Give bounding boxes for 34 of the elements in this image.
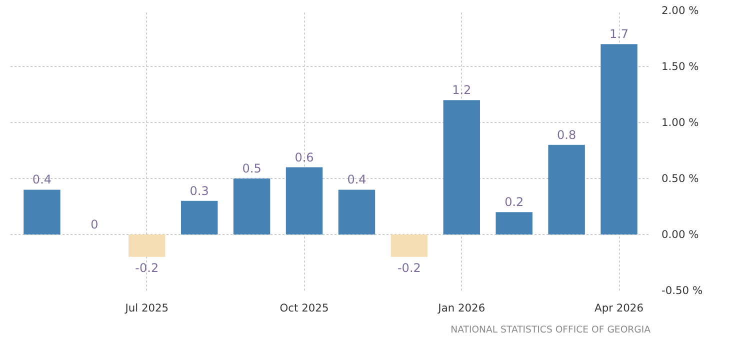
- bar: [548, 144, 585, 234]
- data-label: 0.4: [32, 172, 52, 187]
- bar: [390, 234, 428, 257]
- bar: [286, 167, 323, 234]
- y-tick-label: 0.50 %: [662, 172, 699, 185]
- bar: [24, 190, 60, 234]
- data-label: 1.2: [452, 83, 472, 98]
- y-tick-label: 0.00 %: [662, 228, 699, 241]
- data-label: 0.4: [347, 172, 366, 187]
- y-tick-label: 1.50 %: [662, 60, 699, 73]
- bar: [600, 44, 638, 234]
- data-label: 0.2: [504, 195, 524, 210]
- bar: [233, 178, 270, 234]
- bar: [128, 234, 166, 257]
- text: NATIONAL STATISTICS OFFICE OF GEORGIA: [450, 324, 652, 336]
- y-tick-label: 1.00 %: [662, 116, 699, 129]
- bar: [496, 212, 532, 234]
- bar: [338, 190, 376, 234]
- data-label: 0.5: [242, 162, 262, 176]
- x-tick-label: Jan 2026: [437, 302, 486, 314]
- data-label: -0.2: [397, 260, 421, 275]
- y-tick-label: 2.00 %: [662, 4, 699, 17]
- data-label: -0.2: [135, 260, 159, 275]
- x-tick-label: Apr 2026: [594, 302, 644, 314]
- data-label: 0.6: [294, 150, 314, 164]
- data-label: 1.7: [609, 27, 629, 42]
- bar: [180, 200, 218, 234]
- x-tick-label: Oct 2025: [280, 302, 329, 314]
- data-label: 0: [90, 218, 98, 232]
- bar: [443, 100, 480, 234]
- data-label: 0.8: [557, 128, 576, 142]
- x-tick-label: Jul 2025: [124, 302, 169, 314]
- y-tick-label: -0.50 %: [662, 284, 703, 297]
- data-label: 0.3: [190, 184, 209, 198]
